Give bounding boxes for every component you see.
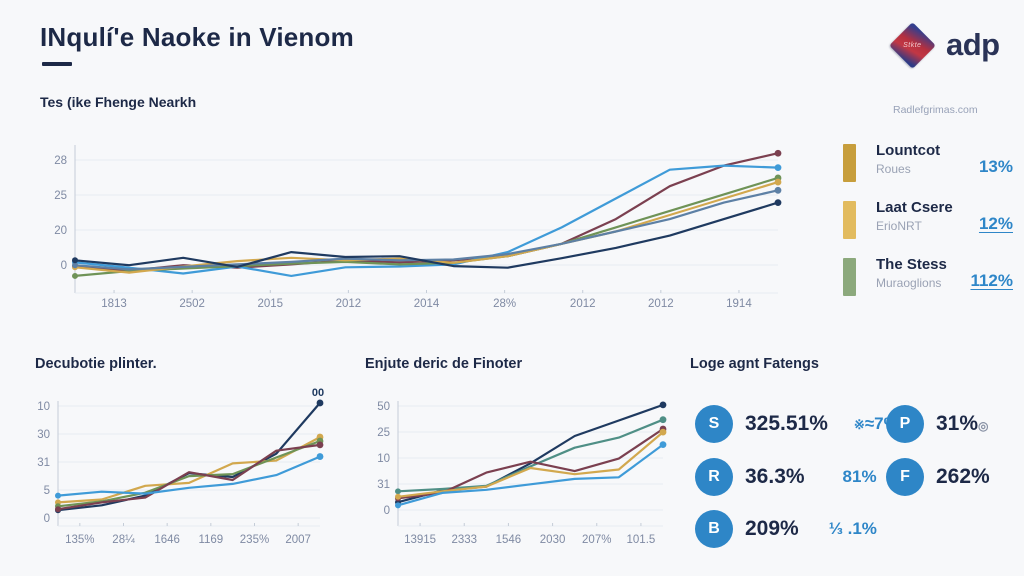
svg-text:10: 10 <box>377 453 390 465</box>
stat-letter-badge: S <box>695 405 733 443</box>
stat-letter: R <box>708 468 720 485</box>
legend-item-subtitle: Muraoglions <box>876 276 942 290</box>
svg-text:5: 5 <box>44 485 50 497</box>
legend-color-chip <box>843 201 856 239</box>
logo-scribble-text: Stkte <box>902 41 922 49</box>
legend-item-subtitle: Roues <box>876 162 911 176</box>
svg-text:0: 0 <box>44 513 50 525</box>
bottom-middle-chart-title: Enjute deric de Finoter <box>365 356 523 372</box>
legend-item-title: Laat Csere <box>876 199 953 216</box>
svg-text:28¼: 28¼ <box>112 534 135 546</box>
scribble-icon: ◎ <box>978 419 989 433</box>
svg-text:2502: 2502 <box>179 298 205 310</box>
brand-name: adp <box>946 27 1000 62</box>
main-line-chart: 28 25 20 0 1813 2502 2015 2012 2014 28% 2012 2012 19… <box>54 145 782 310</box>
legend-item-title: Lountcot <box>876 142 941 159</box>
stats-section-title: Loge agnt Fatengs <box>690 356 819 372</box>
scribble-icon: ※ <box>853 417 865 432</box>
legend-item-subtitle: ErioNRT <box>876 219 922 233</box>
svg-text:20: 20 <box>54 225 67 237</box>
stat-letter: P <box>899 415 911 432</box>
stat-value: 209% <box>745 517 799 540</box>
stat-letter-badge: F <box>886 458 924 496</box>
legend-item-value: 12% <box>978 214 1013 233</box>
bottom-left-chart-title: Decubotie plinter. <box>35 356 157 372</box>
svg-text:31: 31 <box>37 457 50 469</box>
stat-letter-badge: R <box>695 458 733 496</box>
svg-text:1914: 1914 <box>726 298 752 310</box>
svg-text:235%: 235% <box>240 534 269 546</box>
svg-text:1813: 1813 <box>101 298 127 310</box>
svg-text:00: 00 <box>312 387 324 399</box>
svg-text:101.5: 101.5 <box>627 534 656 546</box>
stat-letter: S <box>708 415 720 432</box>
svg-text:2012: 2012 <box>570 298 596 310</box>
stat-extra-value: ⅓ .1% <box>828 519 877 538</box>
page-title: INqulí'e Naoke in Vienom <box>40 22 354 52</box>
stat-value: 262% <box>936 465 990 488</box>
svg-text:2012: 2012 <box>648 298 674 310</box>
brand-website: Radlefgrimas.com <box>893 104 978 116</box>
legend-item: Lountcot Roues 13% <box>843 141 1013 187</box>
stat-letter: F <box>900 468 910 485</box>
svg-text:135%: 135% <box>65 534 94 546</box>
svg-text:25: 25 <box>377 427 390 439</box>
legend-color-chip <box>843 144 856 182</box>
brand-block: Stkte adp <box>888 20 1018 70</box>
stat-value: 31%◎ <box>936 412 989 435</box>
svg-text:13915: 13915 <box>404 534 436 546</box>
svg-text:0: 0 <box>61 260 67 272</box>
svg-text:1546: 1546 <box>496 534 522 546</box>
svg-text:28%: 28% <box>493 298 516 310</box>
stat-item: P 31%◎ <box>886 405 989 443</box>
stat-item: B 209% ⅓ .1% <box>695 510 877 548</box>
svg-text:25: 25 <box>54 190 67 202</box>
stat-extra-value: 81% <box>842 467 877 486</box>
stat-letter-badge: B <box>695 510 733 548</box>
diamond-logo-icon: Stkte <box>888 21 936 69</box>
svg-text:2333: 2333 <box>451 534 477 546</box>
stat-letter-badge: P <box>886 405 924 443</box>
svg-text:10: 10 <box>37 401 50 413</box>
legend-item-value: 13% <box>978 157 1013 176</box>
legend-item: Laat Csere ErioNRT 12% <box>843 198 1013 244</box>
bottom-left-line-chart: 10 30 31 5 0 135% 28¼ 1646 1169 235% 2007 00 <box>37 387 324 546</box>
svg-text:31: 31 <box>377 479 390 491</box>
legend-color-chip <box>843 258 856 296</box>
svg-text:2012: 2012 <box>336 298 362 310</box>
legend-item-title: The Stess <box>876 256 947 273</box>
bottom-middle-line-chart: 50 25 10 31 0 13915 2333 1546 2030 207% 101.5 <box>377 401 667 546</box>
svg-text:2015: 2015 <box>257 298 283 310</box>
legend-item: The Stess Muraoglions 112% <box>843 255 1013 301</box>
stat-item: F 262% <box>886 458 990 496</box>
legend-item-value: 112% <box>970 271 1013 290</box>
stat-item: S 325.51% ※≈7% <box>695 405 899 443</box>
svg-text:0: 0 <box>384 505 390 517</box>
main-chart-title: Tes (ike Fhenge Nearkh <box>40 94 197 110</box>
svg-text:2030: 2030 <box>540 534 566 546</box>
svg-text:30: 30 <box>37 429 50 441</box>
title-underline <box>42 62 72 66</box>
svg-text:1646: 1646 <box>154 534 180 546</box>
stat-value: 36.3% <box>745 465 805 488</box>
stat-item: R 36.3% 81% <box>695 458 877 496</box>
svg-text:207%: 207% <box>582 534 611 546</box>
svg-text:50: 50 <box>377 401 390 413</box>
legend: Lountcot Roues 13% Laat Csere ErioNRT 12… <box>843 141 1013 312</box>
svg-text:1169: 1169 <box>198 534 223 546</box>
stat-letter: B <box>708 520 720 537</box>
stat-value: 325.51% <box>745 412 828 435</box>
svg-text:28: 28 <box>54 155 67 167</box>
svg-text:2007: 2007 <box>285 534 311 546</box>
svg-text:2014: 2014 <box>414 298 440 310</box>
